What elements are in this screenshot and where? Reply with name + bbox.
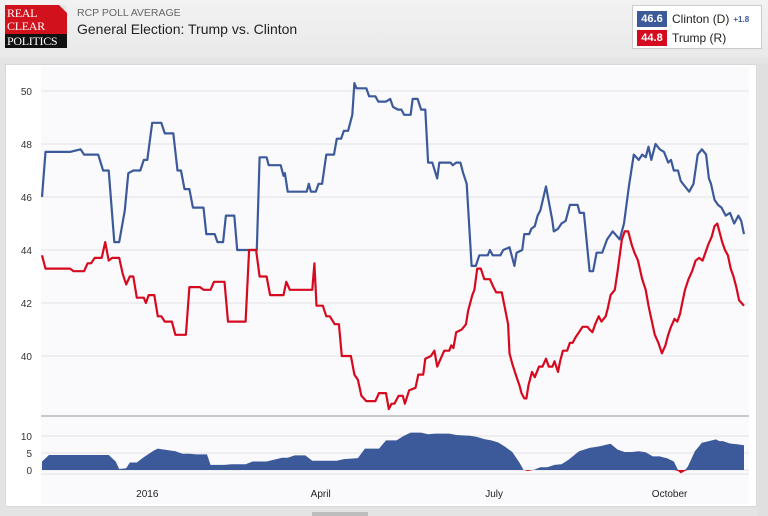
x-tick-label-july: July [485,489,503,500]
clinton-line[interactable] [40,82,746,273]
clinton-lead-delta: +1.8 [733,14,750,24]
chart-header: REAL CLEAR POLITICS RCP POLL AVERAGE Gen… [0,0,768,58]
main-gridlines [41,90,749,357]
main-y-axis: 40 42 44 46 48 50 [21,87,33,363]
clinton-value-badge: 46.6 [637,11,667,27]
legend-label-clinton: Clinton (D) [672,12,730,26]
trump-line[interactable] [40,222,745,411]
rcp-logo[interactable]: REAL CLEAR POLITICS [5,5,67,48]
logo-line-2: CLEAR [7,19,45,33]
y-tick-label: 50 [21,87,33,98]
chart-kicker: RCP POLL AVERAGE [77,7,181,19]
spread-y-tick-label: 5 [26,449,32,460]
y-tick-label: 42 [21,299,33,310]
legend: 46.6 Clinton (D) +1.8 44.8 Trump (R) [632,5,762,49]
x-axis: 2016 April July October [136,489,688,500]
x-tick-label-october: October [652,489,688,500]
y-tick-label: 48 [21,140,33,151]
plot-background [41,67,749,504]
y-tick-label: 46 [21,193,33,204]
y-tick-label: 40 [21,352,33,363]
legend-item-clinton[interactable]: 46.6 Clinton (D) +1.8 [637,11,749,27]
logo-line-3: POLITICS [7,34,58,48]
trump-value-badge: 44.8 [637,30,667,46]
horizontal-scrollbar-thumb[interactable] [312,512,368,516]
spread-y-axis: 0 5 10 [21,432,33,477]
y-tick-label: 44 [21,246,33,257]
chart-panel: 40 42 44 46 48 50 0 5 10 2016 April July October [5,64,757,507]
chart-title: General Election: Trump vs. Clinton [77,21,298,37]
spread-y-tick-label: 10 [21,432,33,443]
legend-label-trump: Trump (R) [672,31,727,45]
logo-line-1: REAL [7,6,38,20]
x-tick-label-2016: 2016 [136,489,159,500]
legend-item-trump[interactable]: 44.8 Trump (R) [637,30,726,46]
vertical-scrollbar-track[interactable] [758,64,768,516]
spread-area-clinton[interactable] [42,432,744,470]
chart-svg[interactable]: 40 42 44 46 48 50 0 5 10 2016 April July October [6,65,756,506]
spread-y-tick-label: 0 [26,466,32,477]
x-tick-label-april: April [311,489,331,500]
